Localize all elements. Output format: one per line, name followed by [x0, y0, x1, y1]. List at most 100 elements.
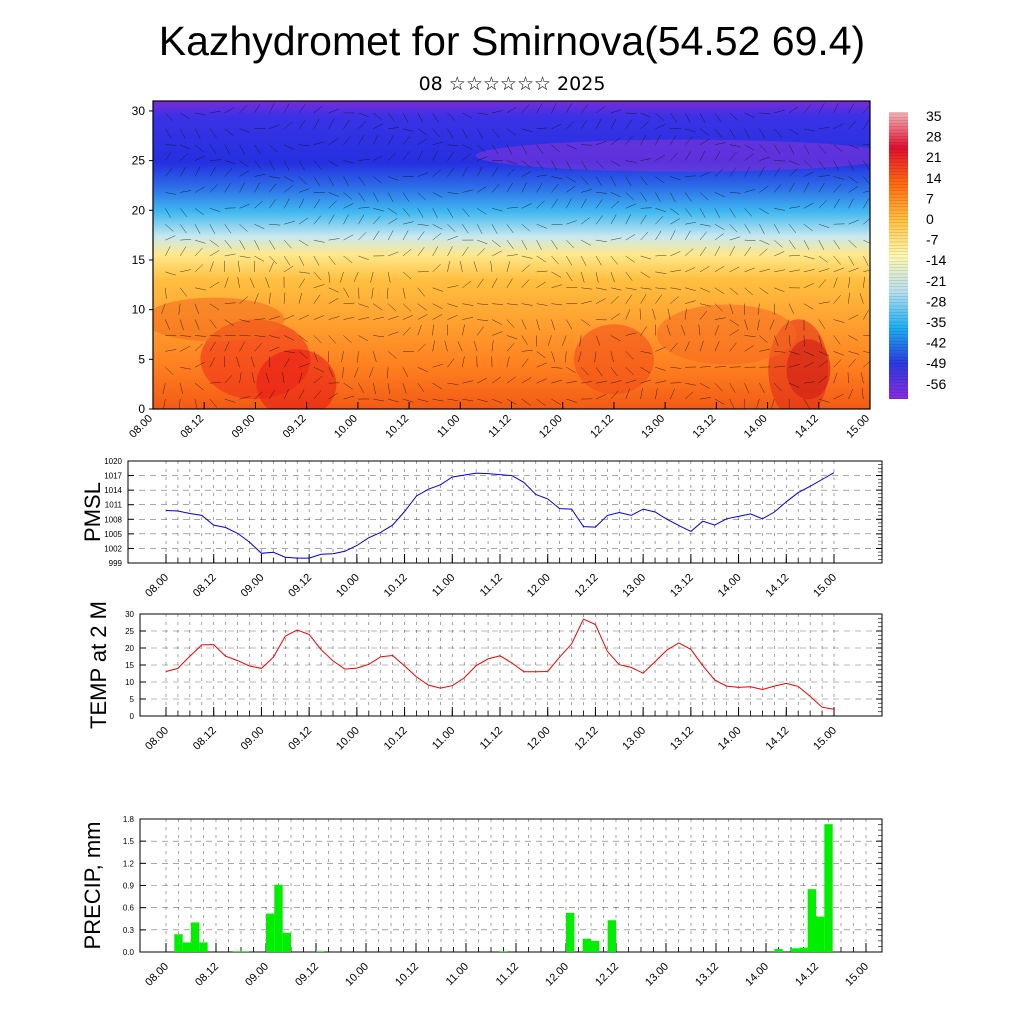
- x-tick-label: 14.00: [743, 961, 771, 989]
- wind-barb: [833, 295, 841, 304]
- wind-barb: [759, 166, 765, 177]
- wind-barb: [640, 121, 649, 130]
- wind-barb: [457, 341, 463, 352]
- wind-barb: [328, 255, 336, 265]
- wind-barb: [551, 176, 563, 180]
- wind-barb: [358, 206, 370, 209]
- wind-barb: [209, 357, 216, 368]
- wind-barb: [803, 224, 813, 232]
- wind-barb: [373, 208, 384, 212]
- wind-barb: [313, 105, 323, 114]
- wind-barb: [714, 317, 726, 320]
- wind-barb: [194, 382, 204, 391]
- wind-barb: [521, 171, 532, 177]
- wind-barb: [566, 185, 576, 193]
- precip-bar: [774, 949, 783, 952]
- wind-barb: [476, 224, 483, 235]
- wind-barb: [491, 239, 501, 248]
- x-tick-label: 10.12: [393, 961, 421, 989]
- wind-barb: [180, 112, 190, 119]
- wind-barb: [358, 232, 367, 241]
- wind-barb: [506, 182, 513, 193]
- wind-barb: [432, 398, 444, 402]
- wind-barb: [521, 144, 528, 155]
- wind-barb: [180, 190, 192, 193]
- precip-bar: [791, 948, 800, 952]
- x-tick-label: 10.00: [343, 961, 371, 989]
- wind-barb: [432, 363, 444, 368]
- wind-barb: [238, 260, 240, 272]
- wind-barb: [551, 398, 561, 405]
- wind-barb: [744, 287, 754, 296]
- wind-barb: [521, 128, 533, 133]
- chart-subtitle: 08 ☆☆☆☆☆☆ 2025: [418, 73, 606, 95]
- wind-barb: [759, 208, 769, 215]
- wind-barb: [283, 160, 290, 171]
- wind-barb: [313, 315, 325, 320]
- wind-barb: [729, 192, 741, 194]
- wind-barb: [165, 151, 172, 161]
- wind-barb: [462, 112, 473, 119]
- wind-barb: [788, 335, 791, 347]
- wind-barb: [655, 367, 666, 371]
- wind-barb: [803, 362, 814, 368]
- wind-barb: [358, 192, 366, 202]
- wind-barb: [670, 251, 681, 257]
- wind-barb: [224, 341, 230, 352]
- wind-barb: [848, 292, 850, 304]
- wind-barb: [714, 169, 724, 177]
- wind-barb: [863, 309, 869, 320]
- precip-bar: [174, 934, 183, 952]
- wind-barb: [818, 279, 827, 288]
- wind-barb: [521, 377, 532, 384]
- x-tick-label: 13.12: [693, 961, 721, 989]
- precip-bar: [582, 938, 591, 952]
- wind-barb: [283, 292, 286, 304]
- wind-barb: [744, 224, 751, 234]
- wind-barb: [239, 160, 249, 168]
- x-tick-label: 12.00: [525, 572, 553, 600]
- wind-barb: [506, 128, 517, 136]
- wind-barb: [521, 303, 533, 306]
- wind-barb: [714, 325, 720, 336]
- wind-barb: [729, 236, 741, 241]
- wind-barb: [863, 360, 870, 368]
- wind-barb: [536, 303, 548, 306]
- wind-barb: [655, 192, 661, 203]
- wind-barb: [373, 303, 383, 311]
- temperature-anomaly: [656, 304, 797, 365]
- wind-barb: [610, 380, 622, 384]
- x-tick-label: 11.12: [486, 413, 513, 440]
- wind-barb: [462, 224, 469, 234]
- wind-barb: [224, 144, 231, 155]
- wind-barb: [387, 192, 394, 203]
- wind-barb: [610, 137, 620, 145]
- wind-barb: [373, 123, 384, 130]
- wind-barb: [667, 308, 671, 320]
- wind-barb: [580, 198, 587, 209]
- x-tick-label: 15.00: [844, 413, 872, 441]
- wind-barb: [373, 112, 382, 121]
- precip-bar: [199, 942, 208, 952]
- wind-barb: [462, 280, 472, 288]
- wind-barb: [639, 308, 641, 320]
- wind-barb: [313, 141, 325, 145]
- wind-barb: [757, 319, 760, 331]
- wind-barb: [803, 398, 810, 409]
- wind-barb: [759, 248, 768, 257]
- wind-barbs: [161, 103, 870, 409]
- wind-barb: [476, 128, 483, 139]
- wind-barb: [729, 342, 737, 352]
- data-series-line: [165, 472, 835, 559]
- wind-barb: [744, 345, 754, 352]
- wind-barb: [269, 239, 276, 250]
- wind-barb: [773, 335, 779, 346]
- wind-barb: [580, 104, 589, 114]
- wind-barb: [239, 296, 249, 304]
- wind-barb: [298, 372, 303, 384]
- wind-barb: [402, 367, 409, 378]
- wind-barb: [788, 382, 800, 388]
- wind-barb: [328, 287, 339, 293]
- wind-barb: [848, 314, 859, 320]
- wind-barb: [432, 192, 443, 198]
